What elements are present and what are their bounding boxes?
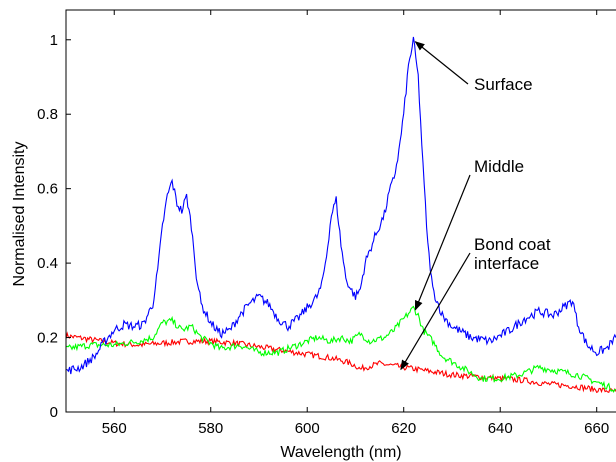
- y-tick-label: 1: [50, 32, 58, 49]
- series-line-2: [66, 331, 616, 394]
- annotation-1: Middle: [414, 157, 524, 311]
- series-line-1: [66, 305, 616, 393]
- y-tick-label: 0.8: [37, 106, 58, 123]
- axes: 560 580 600 620 640 660 0 0.2 0.4 0.6 0.8 1: [37, 9, 616, 437]
- series-line-0: [66, 36, 616, 375]
- x-axis-label: Wavelength (nm): [280, 444, 401, 461]
- x-tick-label: 640: [488, 420, 513, 437]
- annotation-0: Surface: [414, 41, 533, 94]
- x-tick-label: 560: [102, 420, 127, 437]
- annotation-label: Middle: [474, 157, 524, 176]
- annotation-label: Bond coat: [474, 235, 551, 254]
- annotation-label: interface: [474, 254, 539, 273]
- annotation-arrow: [400, 252, 471, 371]
- annotation-label: Surface: [474, 75, 533, 94]
- annotation-arrow: [414, 174, 471, 311]
- x-tick-label: 660: [584, 420, 609, 437]
- y-tick-label: 0.4: [37, 255, 58, 272]
- annotation-arrow: [414, 41, 469, 85]
- axes-frame: [65, 9, 616, 413]
- plot-area: [66, 36, 616, 394]
- x-tick-label: 620: [391, 420, 416, 437]
- y-tick-label: 0.6: [37, 181, 58, 198]
- x-tick-label: 600: [295, 420, 320, 437]
- x-tick-label: 580: [198, 420, 223, 437]
- y-tick-label: 0: [50, 404, 58, 421]
- y-axis-label: Normalised Intensity: [11, 142, 28, 287]
- y-tick-label: 0.2: [37, 330, 58, 347]
